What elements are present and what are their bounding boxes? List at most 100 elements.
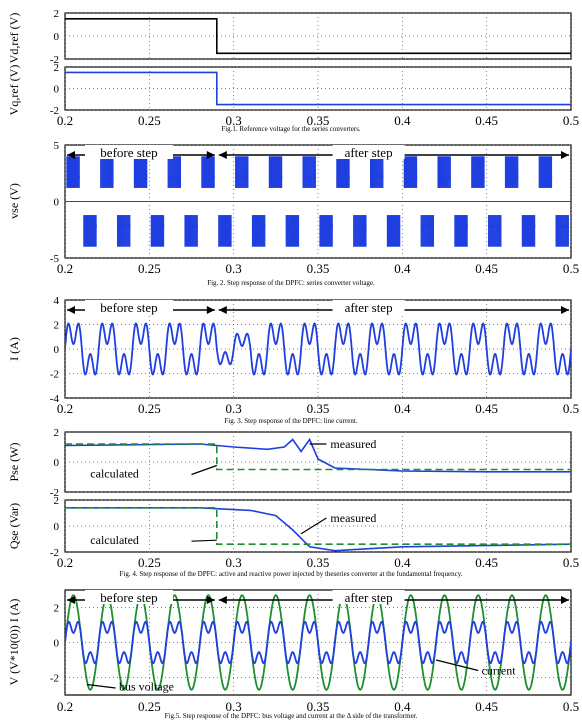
y-tick-label: -2 — [50, 369, 59, 381]
y-axis-label: Qse (Var) — [7, 503, 21, 549]
y-axis-label: I (A) — [7, 337, 21, 361]
after-step-label: after step — [345, 590, 393, 605]
x-tick-label: 0.35 — [307, 555, 330, 570]
before-step-label: before step — [100, 300, 157, 315]
chart-ref_top: 2 0 -2 Vd,ref (V) — [7, 8, 572, 66]
plot-area — [65, 156, 571, 247]
figure-caption: Fig. 4. Step response of the DPFC: activ… — [119, 570, 462, 578]
x-tick-label: 0.25 — [138, 699, 161, 714]
series-line-0 — [65, 18, 571, 55]
plot-area — [65, 18, 571, 55]
y-tick-label: 0 — [54, 457, 60, 469]
figure-caption: Fig.1. Reference voltage for the series … — [221, 125, 361, 133]
plot-area — [65, 437, 571, 473]
x-tick-label: 0.45 — [475, 699, 498, 714]
calculated-label: calculated — [90, 533, 139, 547]
step-arrow-head — [218, 596, 227, 604]
series-line-measured — [65, 437, 571, 473]
x-tick-label: 0.4 — [394, 113, 411, 128]
plot-area — [65, 594, 571, 691]
x-tick-label: 0.3 — [226, 699, 242, 714]
y-axis-label: Vq,ref (V) — [7, 65, 21, 116]
chart-bus: 2 0 -2 0.2 0.25 0.3 0.35 0.4 0.45 0.5 V (V*10(0)) … — [7, 589, 579, 720]
label-bg — [85, 300, 173, 314]
measured-label: measured — [330, 511, 376, 525]
x-tick-label: 0.5 — [563, 261, 579, 276]
y-tick-label: 2 — [54, 62, 60, 74]
x-tick-label: 0.3 — [226, 113, 242, 128]
step-arrow-head — [561, 306, 569, 314]
x-tick-label: 0.25 — [138, 401, 161, 416]
x-tick-label: 0.35 — [307, 261, 330, 276]
series-line-calculated — [65, 507, 571, 545]
y-tick-label: 0 — [54, 31, 60, 43]
label-bg — [332, 300, 405, 314]
y-tick-label: -2 — [50, 105, 59, 117]
chart-line_current: 4 2 0 -2 -40.2 0.25 0.3 0.35 0.4 0.45 0.5 I (A) befo… — [7, 295, 579, 425]
y-tick-label: -2 — [50, 487, 59, 499]
label-bg — [332, 145, 405, 159]
y-tick-label: 0 — [54, 638, 60, 650]
x-tick-label: 0.45 — [475, 113, 498, 128]
x-tick-label: 0.4 — [394, 555, 411, 570]
x-tick-label: 0.2 — [57, 401, 73, 416]
x-tick-label: 0.3 — [226, 555, 242, 570]
step-arrow-head — [561, 596, 569, 604]
step-arrow-head — [67, 151, 75, 159]
y-tick-label: -5 — [50, 253, 60, 265]
y-axis-label: Vd,ref (V) — [7, 13, 21, 64]
step-arrow-head — [67, 596, 75, 604]
calculated-label: calculated — [90, 467, 139, 481]
label-bg — [85, 145, 173, 159]
y-tick-label: -2 — [50, 54, 59, 66]
x-tick-label: 0.25 — [138, 555, 161, 570]
bus-voltage-label: bus voltage — [119, 679, 174, 693]
y-tick-label: 0 — [54, 84, 60, 96]
x-tick-label: 0.3 — [226, 261, 242, 276]
step-arrow-head — [206, 596, 215, 604]
y-tick-label: 0 — [54, 521, 60, 533]
x-tick-label: 0.35 — [307, 401, 330, 416]
x-tick-label: 0.45 — [475, 261, 498, 276]
y-axis-label: vse (V) — [7, 183, 21, 219]
x-tick-label: 0.4 — [394, 261, 411, 276]
plot-area — [65, 507, 571, 552]
x-tick-label: 0.45 — [475, 555, 498, 570]
plot-area — [65, 71, 571, 106]
step-arrow-head — [206, 151, 215, 159]
chart-ref_bot: 2 0 -20.2 0.25 0.3 0.35 0.4 0.45 0.5 Vq,ref (V) Fi… — [7, 62, 579, 133]
current-pointer — [435, 659, 479, 672]
step-arrow-head — [67, 306, 75, 314]
x-tick-label: 0.35 — [307, 113, 330, 128]
label-bg — [85, 590, 173, 604]
y-tick-label: 2 — [54, 495, 60, 507]
x-tick-label: 0.5 — [563, 401, 579, 416]
after-step-label: after step — [345, 145, 393, 160]
chart-pse: 2 0 -2 Pse (W) measured calculated — [7, 427, 572, 499]
figure-caption: Fig. 2. Step response of the DPFC: serie… — [207, 279, 375, 287]
figure-caption: Fig. 3. Step response of the DPFC: line … — [224, 417, 357, 425]
x-tick-label: 0.5 — [563, 555, 579, 570]
y-tick-label: 4 — [54, 295, 60, 307]
chart-vse: 5 0 -50.2 0.25 0.3 0.35 0.4 0.45 0.5 vse (V) befor… — [7, 140, 579, 287]
y-axis-label: Pse (W) — [7, 443, 21, 482]
y-tick-label: 2 — [54, 8, 60, 20]
calculated-pointer — [191, 539, 217, 542]
x-tick-label: 0.3 — [226, 401, 242, 416]
x-tick-label: 0.2 — [57, 555, 73, 570]
x-tick-label: 0.4 — [394, 699, 411, 714]
calculated-pointer — [191, 464, 218, 476]
step-arrow-head — [561, 151, 569, 159]
y-tick-label: -2 — [50, 547, 59, 559]
y-tick-label: 5 — [54, 140, 60, 152]
series-line-calculated — [65, 443, 571, 471]
measured-label: measured — [330, 437, 376, 451]
y-tick-label: 2 — [54, 603, 60, 615]
x-tick-label: 0.4 — [394, 401, 411, 416]
x-tick-label: 0.5 — [563, 113, 579, 128]
y-tick-label: 2 — [54, 427, 60, 439]
step-arrow-head — [218, 306, 227, 314]
current-label: current — [482, 664, 517, 678]
after-step-label: after step — [345, 300, 393, 315]
